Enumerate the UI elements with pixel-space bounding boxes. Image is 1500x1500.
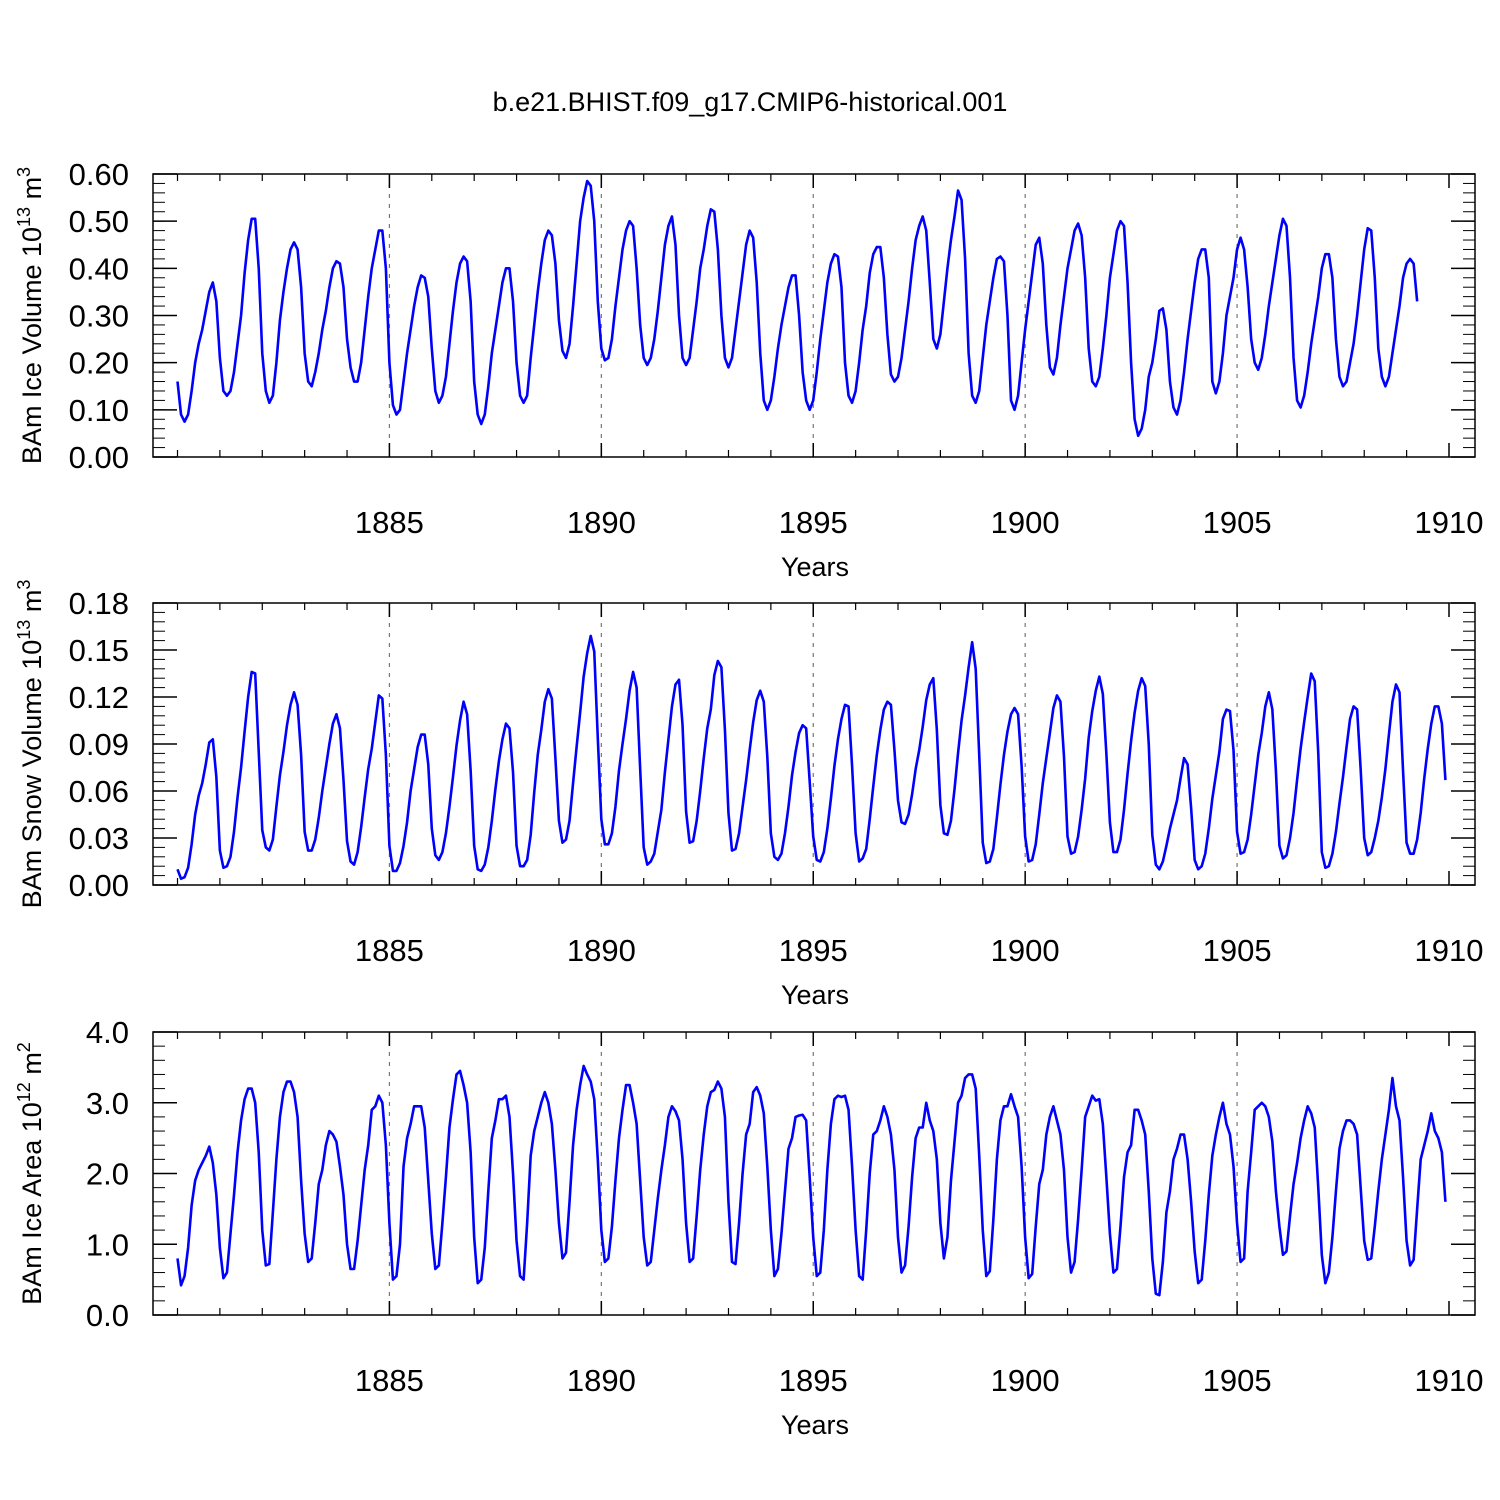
ice-area-xtick-label: 1900 [991,1363,1060,1398]
snow-volume-ytick-label: 0.12 [69,680,129,715]
snow-volume-xtick-label: 1895 [779,933,848,968]
snow-volume-ytick-label: 0.00 [69,868,129,903]
ice-volume-xtick-label: 1885 [355,505,424,540]
ice-area-xtick-label: 1895 [779,1363,848,1398]
snow-volume-y-axis-title-prefix: BAm Snow Volume 10 [17,640,47,909]
ice-area-xtick-label: 1885 [355,1363,424,1398]
snow-volume-y-axis-title-unit: m [17,590,47,620]
ice-volume-y-axis-title-exponent: 13 [14,207,34,227]
snow-volume-ytick-label: 0.18 [69,586,129,621]
ice-volume-ytick-label: 0.30 [69,299,129,334]
ice-volume-ytick-label: 0.40 [69,251,129,286]
snow-volume-x-axis-title: Years [781,980,849,1010]
ice-volume-series-line [176,179,1419,438]
ice-volume-xtick-label: 1895 [779,505,848,540]
chart-title: b.e21.BHIST.f09_g17.CMIP6-historical.001 [493,87,1008,117]
ice-volume-xtick-label: 1890 [567,505,636,540]
snow-volume-ytick-label: 0.15 [69,633,129,668]
snow-volume-ytick-label: 0.03 [69,821,129,856]
ice-area-plot-frame [152,1031,1476,1316]
ice-volume-ytick-label: 0.00 [69,440,129,475]
snow-volume-y-axis-title: BAm Snow Volume 1013 m3 [14,580,47,909]
ice-area-ytick-label: 3.0 [86,1086,129,1121]
ice-area-y-axis-title-prefix: BAm Ice Area 10 [17,1102,47,1305]
ice-area-xtick-label: 1910 [1415,1363,1484,1398]
ice-volume-xtick-label: 1900 [991,505,1060,540]
ice-area-y-axis-title: BAm Ice Area 1012 m2 [14,1042,47,1305]
ice-area-xtick-label: 1890 [567,1363,636,1398]
ice-area-y-axis-title-unit-exponent: 2 [14,1042,34,1052]
ice-volume-y-axis-title: BAm Ice Volume 1013 m3 [14,167,47,464]
ice-volume-x-axis-title: Years [781,552,849,582]
ice-area-panel: 1885 1890 1895 1900 1905 1910 0.0 1.0 2.0 3.0 4.0 Y… [14,1015,1483,1440]
ice-volume-ytick-label: 0.50 [69,204,129,239]
ice-volume-y-axis-title-unit: m [17,177,47,207]
snow-volume-xtick-label: 1900 [991,933,1060,968]
snow-volume-xtick-label: 1890 [567,933,636,968]
ice-volume-xtick-label: 1910 [1415,505,1484,540]
snow-volume-xtick-label: 1905 [1203,933,1272,968]
ice-volume-plot-frame [152,173,1476,458]
snow-volume-panel: 1885 1890 1895 1900 1905 1910 0.00 0.03 0.06 0.09… [14,580,1483,1010]
ice-area-y-axis-title-exponent: 12 [14,1082,34,1102]
snow-volume-xtick-label: 1910 [1415,933,1484,968]
ice-area-ytick-label: 4.0 [86,1015,129,1050]
ice-area-xtick-label: 1905 [1203,1363,1272,1398]
snow-volume-xtick-label: 1885 [355,933,424,968]
ice-area-ytick-label: 1.0 [86,1227,129,1262]
snow-volume-ytick-label: 0.06 [69,774,129,809]
ice-volume-ytick-label: 0.20 [69,346,129,381]
ice-area-ytick-label: 0.0 [86,1298,129,1333]
ice-area-ytick-label: 2.0 [86,1157,129,1192]
snow-volume-series-line [176,634,1447,881]
ice-volume-y-axis-title-prefix: BAm Ice Volume 10 [17,227,47,464]
snow-volume-y-axis-title-exponent: 13 [14,620,34,640]
ice-area-y-axis-title-unit: m [17,1052,47,1082]
snow-volume-ytick-label: 0.09 [69,727,129,762]
snow-volume-y-axis-title-unit-exponent: 3 [14,580,34,590]
ice-area-x-axis-title: Years [781,1410,849,1440]
ice-area-series-line [176,1064,1447,1297]
ice-volume-panel: 1885 1890 1895 1900 1905 1910 0.00 0.10 0.20 0.30… [14,157,1483,582]
ice-volume-ytick-label: 0.10 [69,393,129,428]
ice-volume-ytick-label: 0.60 [69,157,129,192]
ice-volume-y-axis-title-unit-exponent: 3 [14,167,34,177]
ice-volume-xtick-label: 1905 [1203,505,1272,540]
